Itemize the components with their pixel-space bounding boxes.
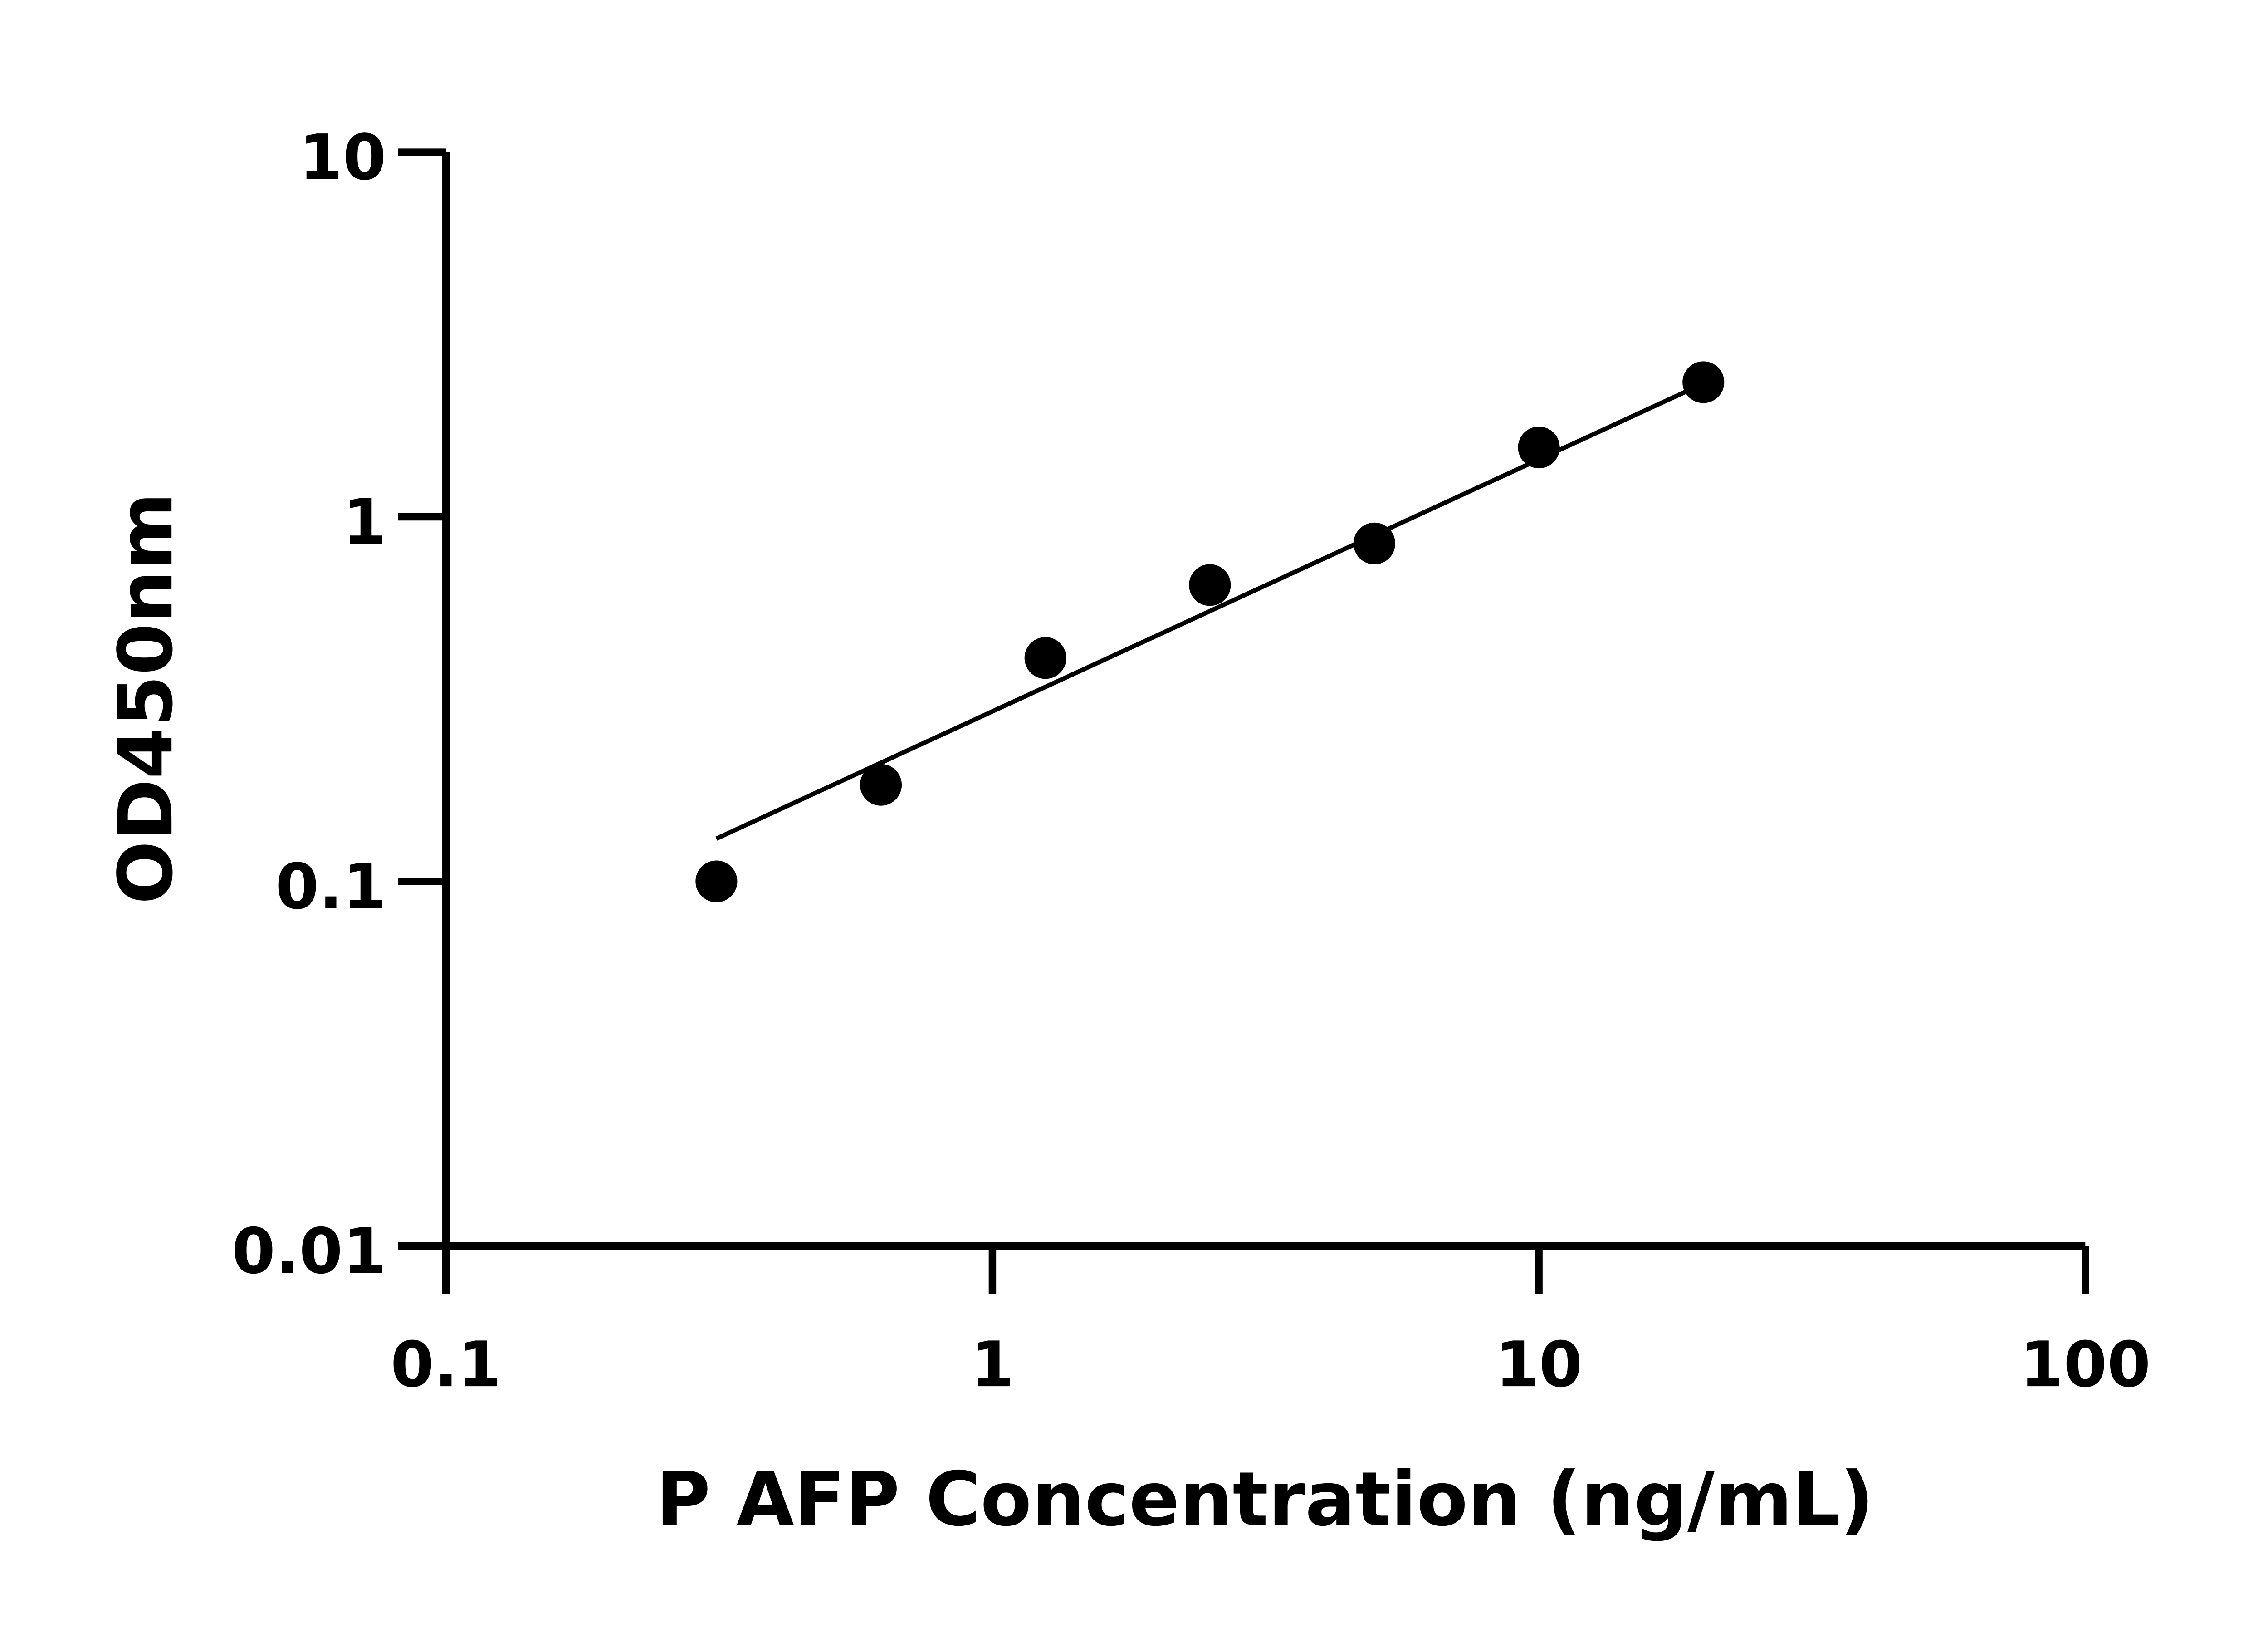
x-tick-label: 1	[971, 1328, 1014, 1401]
data-point	[1353, 522, 1395, 564]
data-point	[695, 860, 738, 902]
axes	[442, 152, 2086, 1294]
data-point	[860, 764, 902, 806]
x-tick-label: 0.1	[391, 1328, 502, 1401]
data-point	[1518, 427, 1560, 469]
x-axis-label: P AFP Concentration (ng/mL)	[656, 1456, 1874, 1543]
x-tick-label: 100	[2020, 1328, 2151, 1401]
data-point	[1024, 637, 1066, 679]
x-tick-label: 10	[1495, 1328, 1582, 1401]
y-tick-label: 1	[343, 485, 386, 559]
y-tick-label: 0.1	[275, 850, 386, 923]
y-tick-label: 10	[299, 121, 386, 194]
data-points	[695, 361, 1725, 902]
data-point	[1189, 564, 1231, 606]
y-axis-label: OD450nm	[102, 492, 189, 904]
y-tick-label: 0.01	[232, 1215, 386, 1288]
data-point	[1682, 361, 1725, 403]
